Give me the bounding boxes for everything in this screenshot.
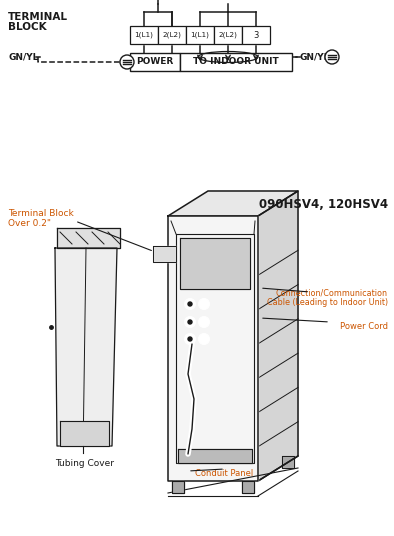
Text: BLOCK: BLOCK xyxy=(8,22,46,32)
Polygon shape xyxy=(55,248,117,446)
Bar xyxy=(242,26,270,44)
Polygon shape xyxy=(282,456,294,468)
Polygon shape xyxy=(172,481,184,493)
Text: Cable (Leading to Indoor Unit): Cable (Leading to Indoor Unit) xyxy=(267,298,388,307)
Circle shape xyxy=(325,50,339,64)
Text: Power Cord: Power Cord xyxy=(340,322,388,331)
Polygon shape xyxy=(168,216,258,481)
Polygon shape xyxy=(57,228,120,248)
Circle shape xyxy=(199,333,210,345)
Text: GN/YL: GN/YL xyxy=(8,53,38,62)
Circle shape xyxy=(188,320,192,324)
Polygon shape xyxy=(153,245,176,262)
Bar xyxy=(158,26,186,44)
Bar xyxy=(130,26,158,44)
Circle shape xyxy=(184,299,195,309)
Polygon shape xyxy=(60,421,109,446)
Text: TO INDOOR UNIT: TO INDOOR UNIT xyxy=(193,57,279,66)
Polygon shape xyxy=(178,449,252,463)
Polygon shape xyxy=(168,191,298,216)
Circle shape xyxy=(199,316,210,327)
Text: Terminal Block: Terminal Block xyxy=(8,209,74,218)
Text: Conduit Panel: Conduit Panel xyxy=(195,469,253,478)
Bar xyxy=(214,26,242,44)
Text: Over 0.2": Over 0.2" xyxy=(8,219,51,228)
Circle shape xyxy=(188,337,192,341)
Text: 090HSV4, 120HSV4: 090HSV4, 120HSV4 xyxy=(259,198,388,211)
Circle shape xyxy=(184,316,195,327)
Text: 1(L1): 1(L1) xyxy=(191,32,210,38)
Text: POWER: POWER xyxy=(136,57,174,66)
Text: TERMINAL: TERMINAL xyxy=(8,12,68,22)
Polygon shape xyxy=(242,481,254,493)
Text: 3: 3 xyxy=(253,31,259,40)
Circle shape xyxy=(184,333,195,345)
Text: 1(L1): 1(L1) xyxy=(135,32,153,38)
Bar xyxy=(180,53,292,71)
Text: 2(L2): 2(L2) xyxy=(219,32,238,38)
Circle shape xyxy=(188,302,192,306)
Circle shape xyxy=(199,299,210,309)
Polygon shape xyxy=(180,238,250,289)
Text: Tubing Cover: Tubing Cover xyxy=(56,459,115,468)
Bar xyxy=(130,53,180,71)
Text: Connection/Communication: Connection/Communication xyxy=(276,288,388,297)
Polygon shape xyxy=(258,191,298,481)
Text: 2(L2): 2(L2) xyxy=(163,32,182,38)
Bar xyxy=(186,26,214,44)
Text: GN/YL: GN/YL xyxy=(300,53,331,62)
Circle shape xyxy=(120,55,134,69)
